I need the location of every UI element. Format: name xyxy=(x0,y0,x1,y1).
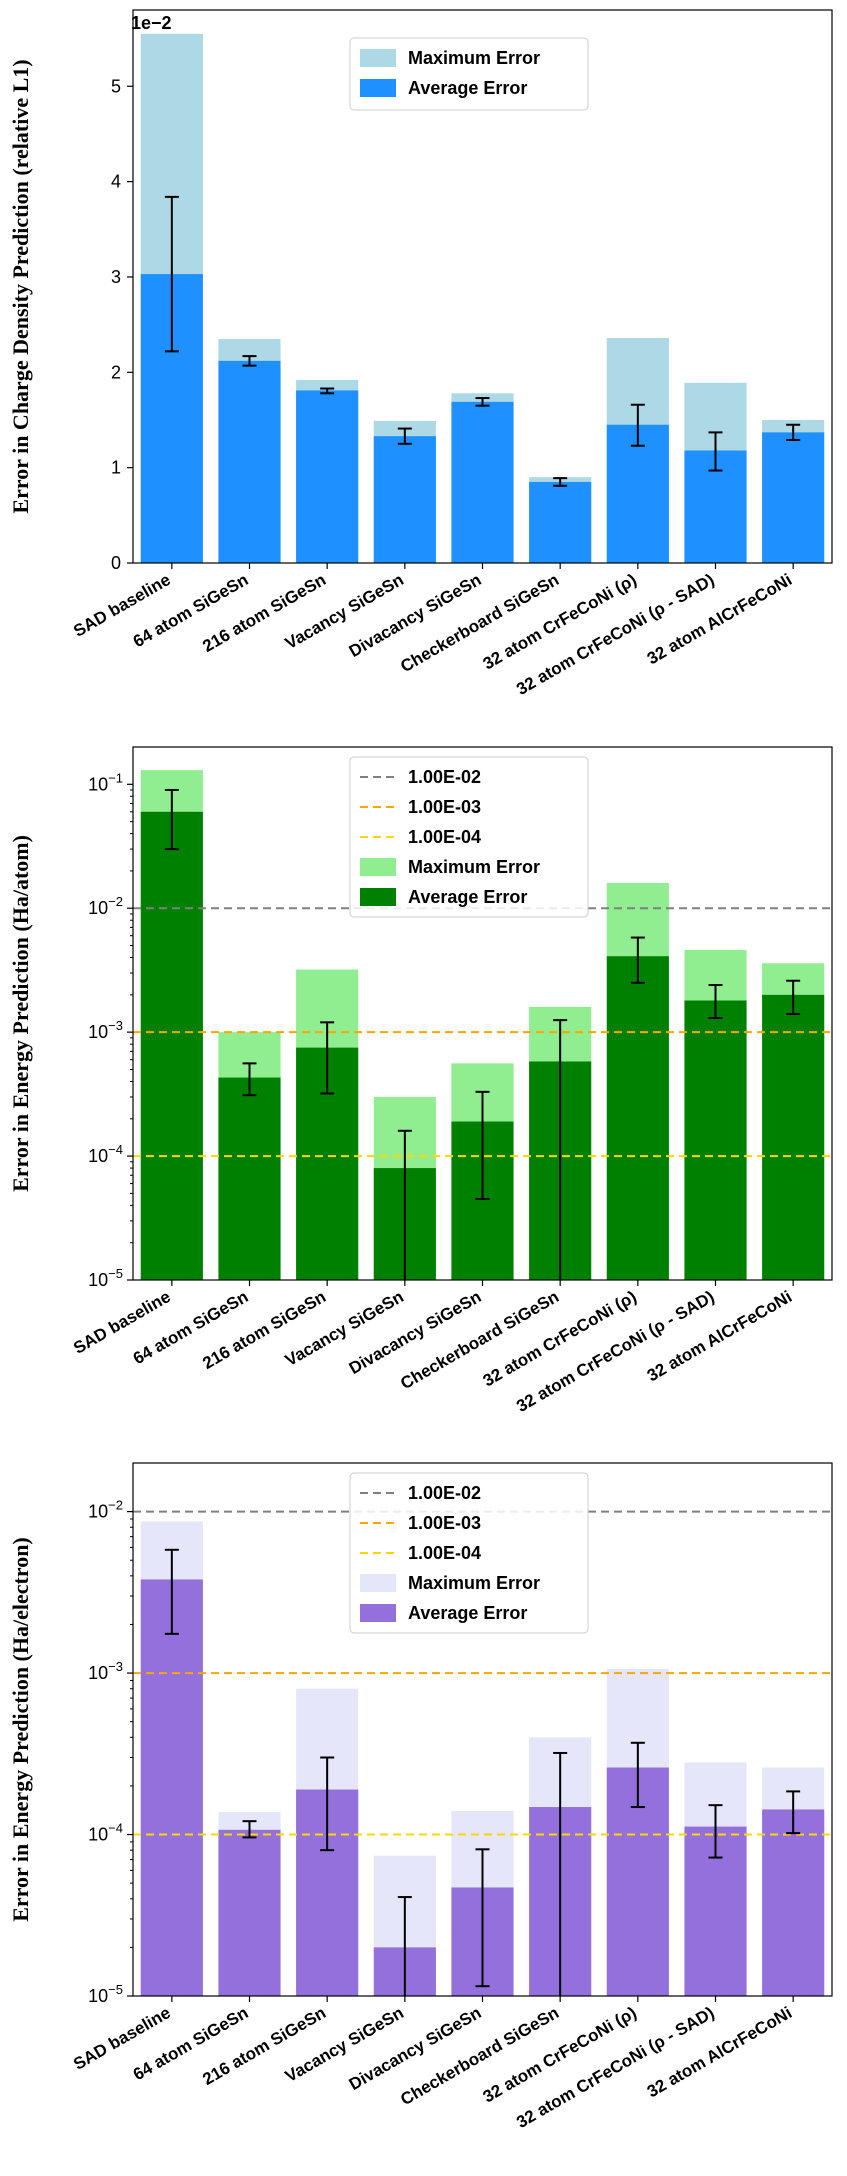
legend-label: 1.00E-04 xyxy=(408,827,481,847)
error-bar-4 xyxy=(397,427,412,445)
x-category-label: Divacancy SiGeSn xyxy=(346,2003,485,2094)
bar-avg-8 xyxy=(684,1000,747,1280)
y-tick-label: 10−3 xyxy=(88,1018,123,1042)
bar-avg-1 xyxy=(140,1579,203,1996)
error-bar-4 xyxy=(397,1896,412,1996)
y-tick-label: 1 xyxy=(111,458,121,478)
bar-avg-9 xyxy=(762,1809,825,1996)
error-bar-5 xyxy=(475,1090,490,1201)
error-bar-9 xyxy=(786,979,801,1016)
legend-label: 1.00E-04 xyxy=(408,1543,481,1563)
error-bar-9 xyxy=(786,423,801,442)
error-bar-3 xyxy=(320,1756,335,1852)
legend: 1.00E-02 1.00E-03 1.00E-04 Maximum Error Ave… xyxy=(349,756,589,918)
bar-avg-2 xyxy=(218,1829,281,1996)
y-tick-label: 10−4 xyxy=(88,1821,123,1845)
error-bar-2 xyxy=(242,1820,257,1839)
bar-avg-5 xyxy=(451,401,514,563)
legend: 1.00E-02 1.00E-03 1.00E-04 Maximum Error Ave… xyxy=(349,1472,589,1634)
legend-swatch xyxy=(360,888,396,906)
error-bar-2 xyxy=(242,1062,257,1097)
error-bar-1 xyxy=(164,788,179,851)
error-bar-7 xyxy=(630,1741,645,1809)
legend: Maximum Error Average Error xyxy=(349,37,589,111)
bar-avg-7 xyxy=(606,424,669,563)
y-axis-title: Error in Charge Density Prediction (rela… xyxy=(8,59,33,513)
y-tick-label: 5 xyxy=(111,76,121,96)
legend-swatch xyxy=(360,49,396,67)
error-bar-3 xyxy=(320,1021,335,1095)
legend-label: Maximum Error xyxy=(408,1573,540,1593)
y-axis-title: Error in Energy Prediction (Ha/atom) xyxy=(8,835,33,1192)
legend-label: 1.00E-03 xyxy=(408,797,481,817)
y-tick-label: 4 xyxy=(111,172,121,192)
bar-avg-2 xyxy=(218,1077,281,1280)
error-bar-7 xyxy=(630,936,645,984)
y-axis-title: Error in Energy Prediction (Ha/electron) xyxy=(8,1537,33,1922)
error-bar-1 xyxy=(164,1548,179,1635)
x-category-label: 32 atom AlCrFeCoNi xyxy=(644,1287,795,1385)
bar-avg-2 xyxy=(218,360,281,563)
x-category-label: 32 atom AlCrFeCoNi xyxy=(644,570,795,668)
legend-swatch xyxy=(360,79,396,97)
legend-label: 1.00E-02 xyxy=(408,1483,481,1503)
error-bar-6 xyxy=(553,477,568,487)
bar-avg-4 xyxy=(373,436,436,563)
legend-swatch xyxy=(360,858,396,876)
x-category-label: 32 atom AlCrFeCoNi xyxy=(644,2003,795,2101)
y-tick-label: 10−4 xyxy=(88,1142,123,1166)
legend-label: Average Error xyxy=(408,887,527,907)
error-bar-1 xyxy=(164,195,179,353)
bar-avg-9 xyxy=(762,432,825,563)
legend-label: Average Error xyxy=(408,78,527,98)
bar-avg-1 xyxy=(140,811,203,1280)
y-tick-label: 3 xyxy=(111,267,121,287)
legend-label: 1.00E-03 xyxy=(408,1513,481,1533)
bar-avg-7 xyxy=(606,956,669,1280)
legend-swatch xyxy=(360,1574,396,1592)
legend-label: Maximum Error xyxy=(408,857,540,877)
legend-label: Average Error xyxy=(408,1603,527,1623)
legend-frame xyxy=(349,37,589,111)
error-bar-7 xyxy=(630,403,645,447)
y-tick-label: 0 xyxy=(111,553,121,573)
x-category-label: Divacancy SiGeSn xyxy=(346,570,485,661)
bar-avg-3 xyxy=(296,390,359,563)
y-tick-label: 10−2 xyxy=(88,1498,123,1522)
scale-label: 1e−2 xyxy=(131,13,172,33)
error-bar-2 xyxy=(242,355,257,367)
legend-label: Maximum Error xyxy=(408,48,540,68)
legend-label: 1.00E-02 xyxy=(408,767,481,787)
legend-frame xyxy=(349,756,589,918)
error-bar-5 xyxy=(475,397,490,407)
error-bar-4 xyxy=(397,1129,412,1280)
x-category-label: Divacancy SiGeSn xyxy=(346,1287,485,1378)
error-bar-6 xyxy=(553,1751,568,1996)
legend-swatch xyxy=(360,1604,396,1622)
error-bar-9 xyxy=(786,1790,801,1835)
error-bar-8 xyxy=(708,431,723,472)
error-bar-8 xyxy=(708,984,723,1020)
y-tick-label: 10−5 xyxy=(88,1266,123,1290)
error-bar-8 xyxy=(708,1804,723,1859)
y-tick-label: 10−3 xyxy=(88,1659,123,1683)
y-tick-label: 10−1 xyxy=(88,770,123,794)
bar-avg-6 xyxy=(529,481,592,563)
error-bar-5 xyxy=(475,1848,490,1988)
y-tick-label: 2 xyxy=(111,362,121,382)
legend-frame xyxy=(349,1472,589,1634)
y-tick-label: 10−5 xyxy=(88,1982,123,2006)
error-bar-3 xyxy=(320,387,335,395)
bar-avg-9 xyxy=(762,994,825,1280)
y-tick-label: 10−2 xyxy=(88,894,123,918)
error-bar-6 xyxy=(553,1019,568,1280)
